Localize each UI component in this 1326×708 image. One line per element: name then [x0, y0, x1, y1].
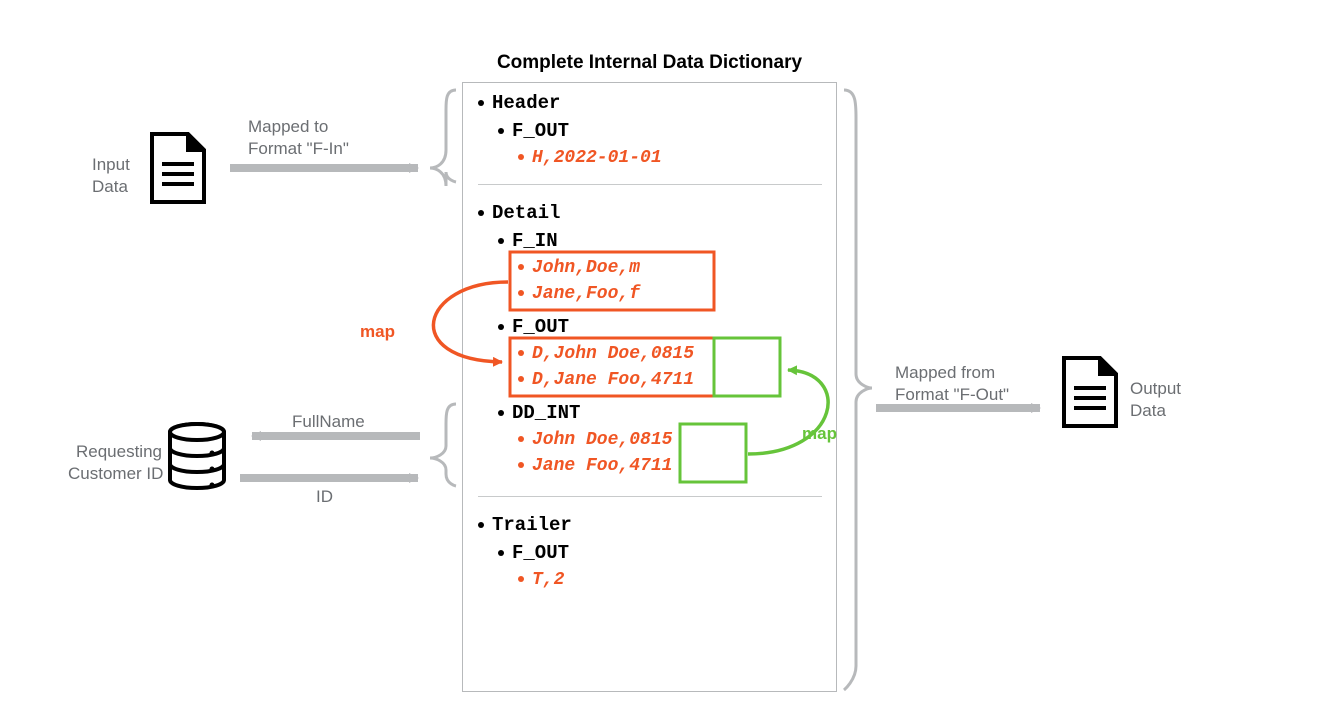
output-data-label: Output Data: [1130, 378, 1181, 422]
header-fout-key: F_OUT: [498, 120, 569, 142]
detail-ddint-row0: John Doe,0815: [518, 430, 672, 450]
detail-fin-row0: John,Doe,m: [518, 258, 640, 278]
detail-ddint-key: DD_INT: [498, 402, 580, 424]
left-brace-top: [434, 92, 454, 182]
document-icon: [152, 134, 204, 202]
output-arrow-label: Mapped from Format "F-Out": [895, 362, 1009, 406]
detail-fout-row0: D,John Doe,0815: [518, 344, 694, 364]
section-trailer: Trailer: [478, 514, 572, 536]
detail-fout-row1: D,Jane Foo,4711: [518, 370, 694, 390]
db-label: Requesting Customer ID: [68, 441, 162, 485]
db-fullname-label: FullName: [292, 411, 365, 433]
diagram-title: Complete Internal Data Dictionary: [462, 52, 837, 74]
right-brace: [844, 90, 872, 690]
divider-1: [478, 184, 822, 185]
input-data-label: Input Data: [92, 154, 130, 198]
divider-2: [478, 496, 822, 497]
map-label-green: map: [802, 424, 837, 444]
db-id-label: ID: [316, 486, 333, 508]
header-fout-row0: H,2022-01-01: [518, 148, 662, 168]
map-label-red: map: [360, 322, 395, 342]
database-icon: [170, 424, 224, 488]
trailer-fout-row0: T,2: [518, 570, 564, 590]
detail-fout-key: F_OUT: [498, 316, 569, 338]
section-detail: Detail: [478, 202, 560, 224]
section-header: Header: [478, 92, 560, 114]
left-brace-input: [430, 90, 456, 186]
document-icon-out: [1064, 358, 1116, 426]
input-arrow-label: Mapped to Format "F-In": [248, 116, 349, 160]
detail-fin-key: F_IN: [498, 230, 558, 252]
trailer-fout-key: F_OUT: [498, 542, 569, 564]
detail-fin-row1: Jane,Foo,f: [518, 284, 640, 304]
detail-ddint-row1: Jane Foo,4711: [518, 456, 672, 476]
left-brace-db: [430, 404, 456, 486]
